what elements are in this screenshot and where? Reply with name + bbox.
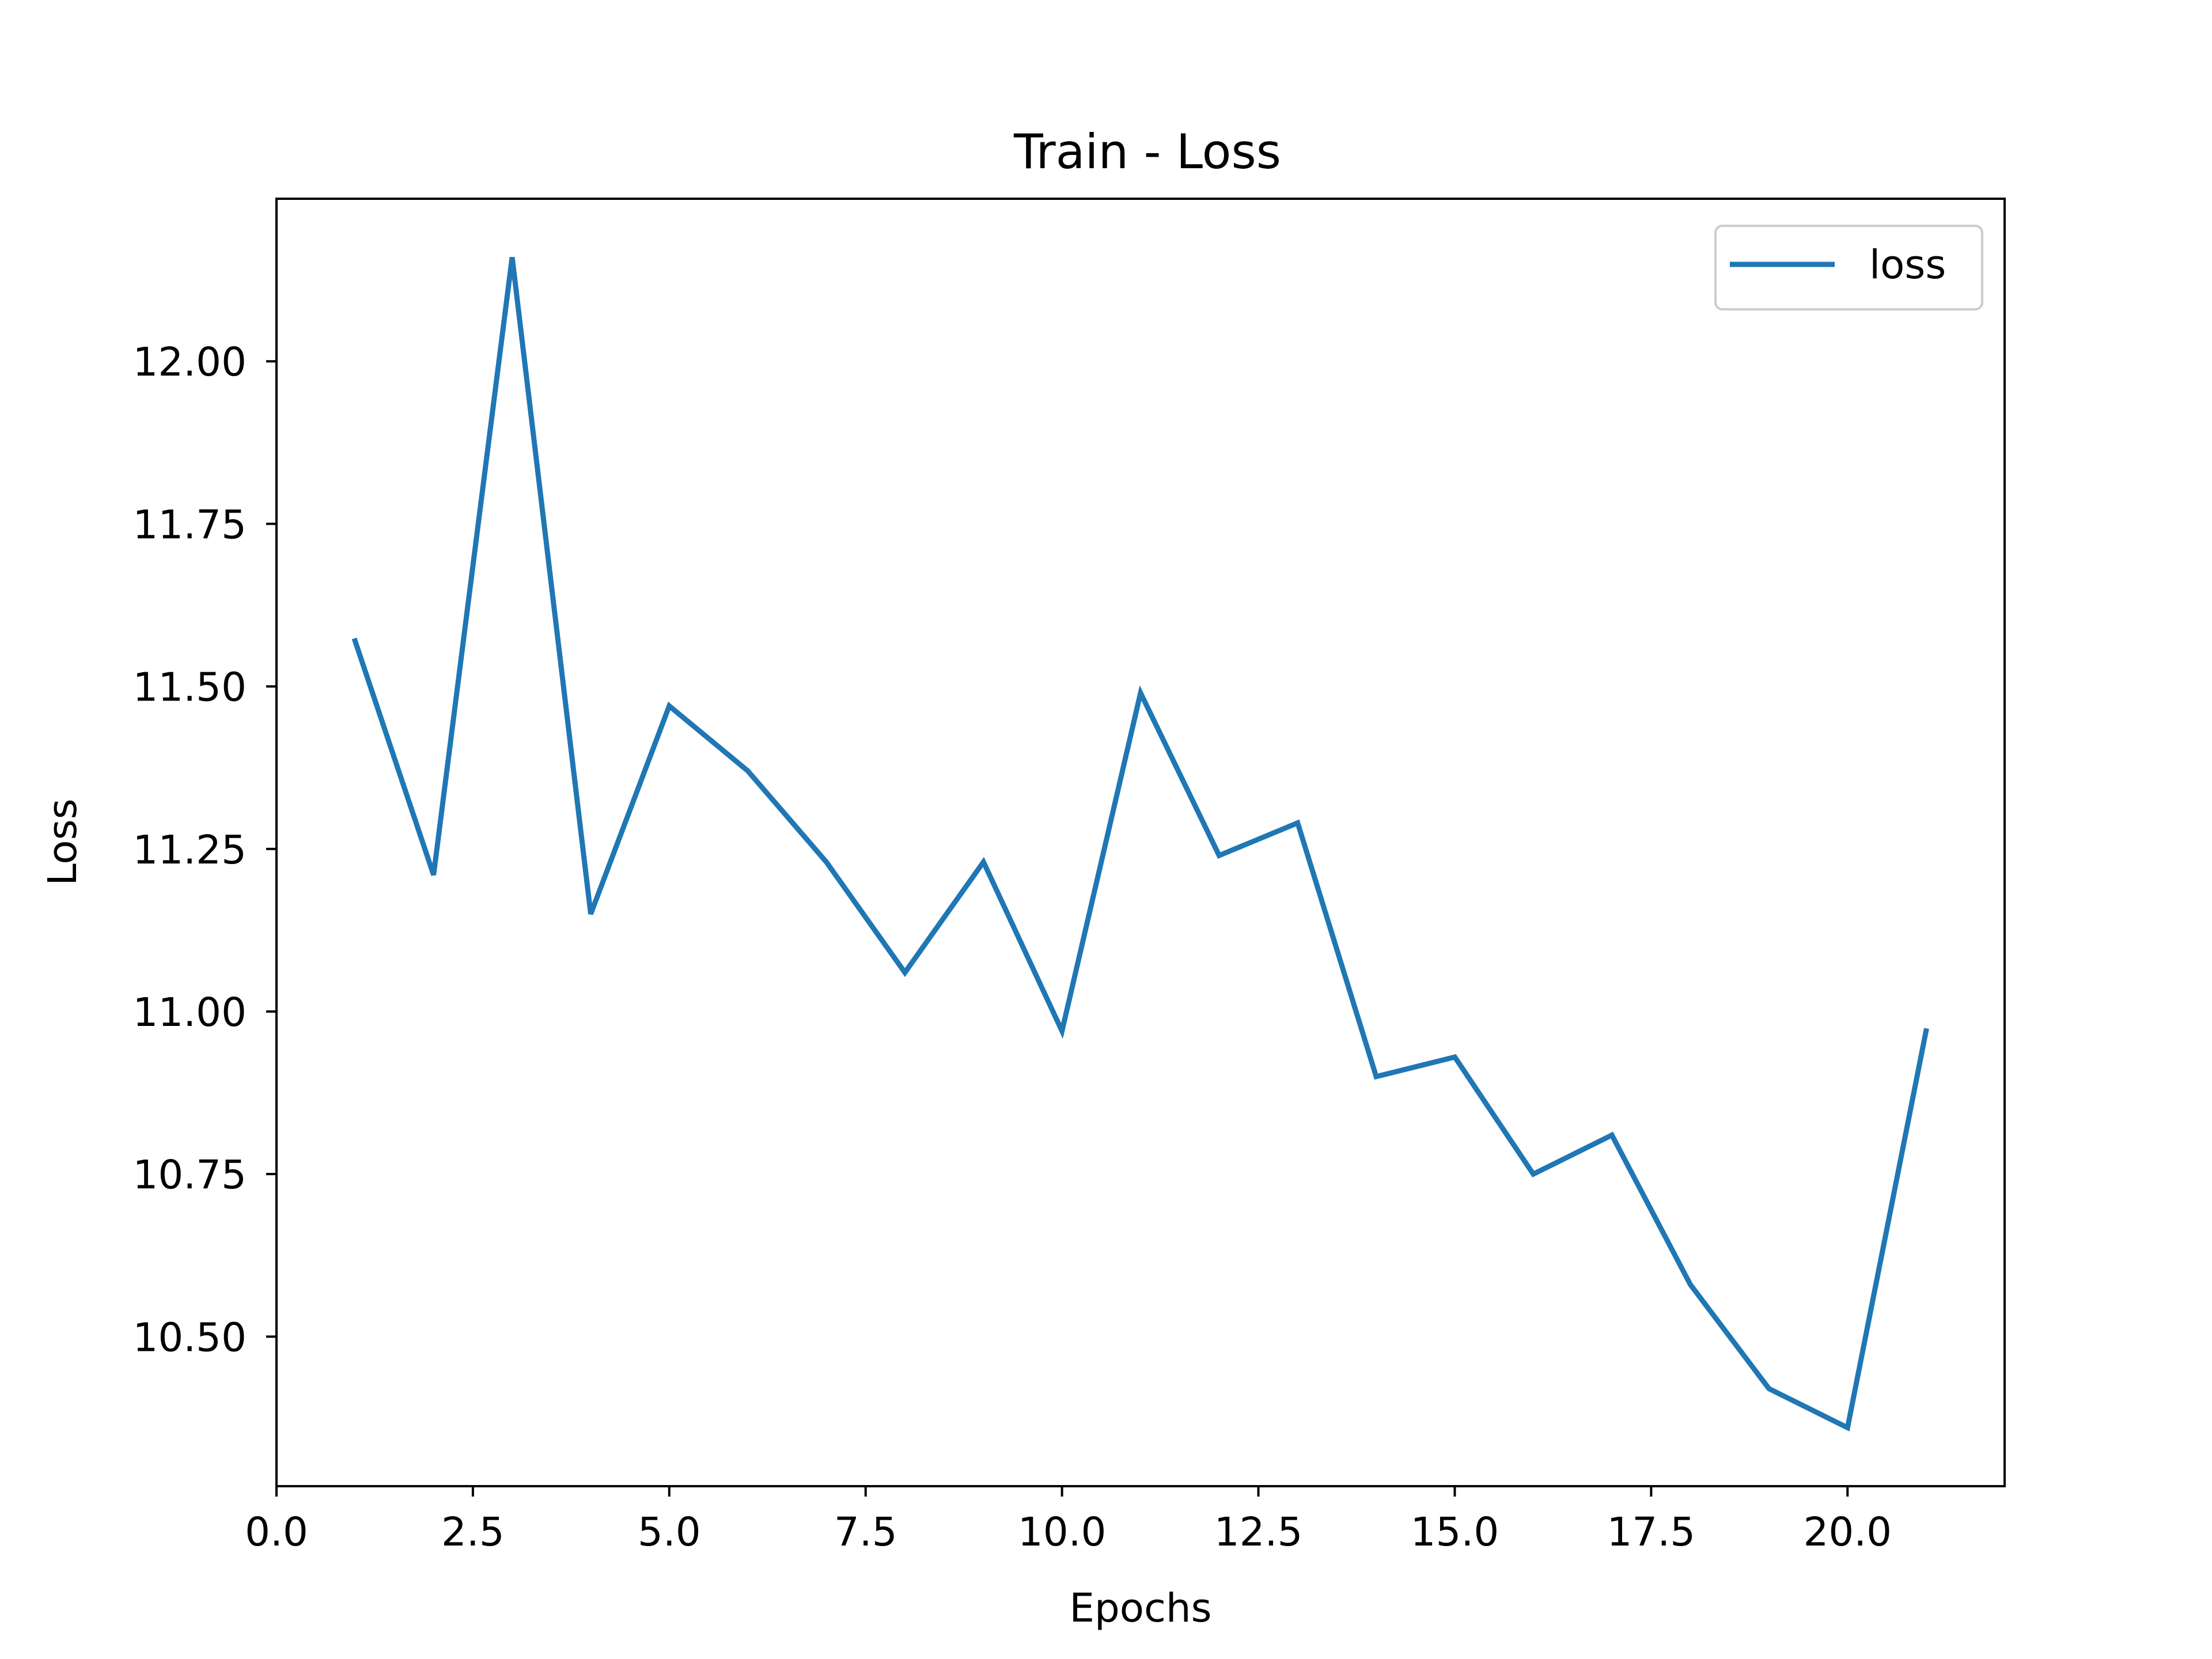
x-tick-label: 20.0 [1803, 1509, 1892, 1555]
y-axis-label: Loss [40, 798, 86, 885]
legend-label-loss: loss [1869, 242, 1946, 288]
x-tick-label: 17.5 [1607, 1509, 1696, 1555]
y-tick-label: 12.00 [132, 339, 247, 385]
x-tick-label: 0.0 [245, 1509, 308, 1555]
series-line-loss [351, 257, 1929, 1432]
x-tick-label: 12.5 [1214, 1509, 1303, 1555]
series-layer [351, 257, 1929, 1432]
plot-frame [275, 198, 2006, 1487]
y-tick-label: 10.75 [132, 1152, 247, 1198]
x-tick-label: 10.0 [1018, 1509, 1107, 1555]
plot-area [276, 199, 2005, 1486]
y-tick-label: 10.50 [132, 1315, 247, 1361]
x-axis-ticks: 0.0 2.5 5.0 7.5 10.0 12.5 15.0 17.5 20.0 [245, 1486, 1892, 1555]
chart-title: Train - Loss [1013, 124, 1281, 180]
legend: loss [1714, 225, 1983, 310]
y-tick-label: 11.25 [132, 827, 247, 873]
y-axis-ticks: 10.50 10.75 11.00 11.25 11.50 11.75 12.00 [132, 339, 276, 1361]
x-tick-label: 5.0 [638, 1509, 701, 1555]
x-tick-label: 15.0 [1411, 1509, 1499, 1555]
y-tick-label: 11.00 [132, 990, 247, 1036]
x-tick-label: 2.5 [441, 1509, 505, 1555]
y-tick-label: 11.50 [132, 665, 247, 711]
y-tick-label: 11.75 [132, 502, 247, 548]
x-axis-label: Epochs [1069, 1585, 1211, 1631]
x-tick-label: 7.5 [834, 1509, 897, 1555]
legend-box [1714, 225, 1983, 310]
